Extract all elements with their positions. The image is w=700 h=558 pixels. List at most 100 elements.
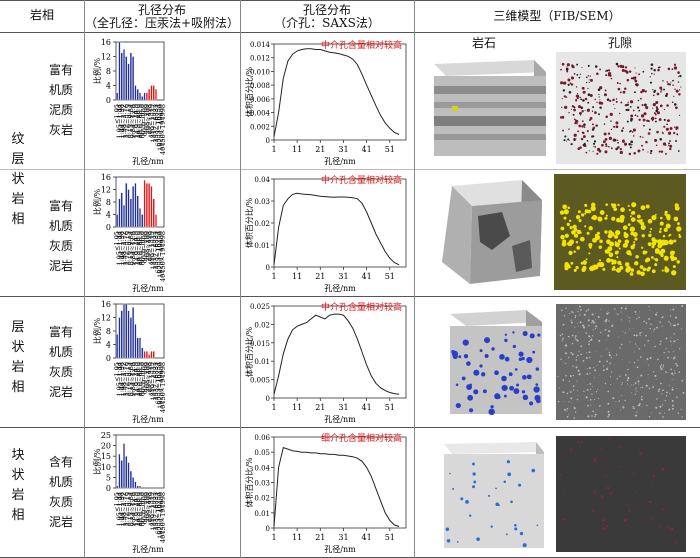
pore-speck <box>636 115 639 117</box>
pore-speck <box>557 376 559 378</box>
bar <box>148 88 151 101</box>
pore-speck <box>572 224 577 229</box>
x-tick-label: <1.05 <box>113 362 121 382</box>
y-tick-label: 25 <box>101 431 111 440</box>
bar <box>141 347 144 359</box>
pore-speck <box>619 91 622 94</box>
pore-speck <box>633 351 635 353</box>
pore-speck <box>654 138 658 142</box>
x-tick-label: 1.44~1.98 <box>118 362 126 396</box>
pore-speck <box>673 63 677 66</box>
pore-speck <box>673 333 675 335</box>
pore-speck <box>617 141 620 144</box>
pore-speck <box>603 93 607 97</box>
pore-speck <box>605 349 607 350</box>
pore-speck <box>580 98 583 101</box>
y-tick-label: 0.03 <box>254 480 270 488</box>
pore-speck <box>651 269 656 274</box>
pore-speck <box>585 310 588 312</box>
y-tick-label: 0.002 <box>250 123 270 131</box>
pore-speck <box>595 350 597 352</box>
pore-speck <box>614 107 616 110</box>
pore-speck <box>670 81 672 83</box>
pore-speck <box>472 485 476 489</box>
pore-speck <box>580 353 582 356</box>
pore-speck <box>607 311 609 313</box>
pore-speck <box>606 368 608 370</box>
pore-speck <box>615 354 618 356</box>
y-tick-label: 0.015 <box>250 340 270 348</box>
x-tick-label: 24.9~40.0 <box>134 362 142 396</box>
pore-speck <box>568 414 570 416</box>
bar <box>139 208 141 228</box>
pore-speck <box>613 103 615 106</box>
pore-speck <box>595 391 598 393</box>
pore-speck <box>584 209 589 214</box>
pore-speck <box>574 326 576 328</box>
pore-speck <box>499 354 505 360</box>
pore-speck <box>537 333 541 337</box>
pore-speck <box>658 230 662 234</box>
pore-speck <box>645 322 648 324</box>
pore-speck <box>648 501 652 504</box>
pore-speck <box>562 89 566 92</box>
pore-speck <box>585 396 588 399</box>
pore-speck <box>666 81 668 83</box>
pore-speck <box>603 123 606 125</box>
pore-speck <box>607 251 611 254</box>
pore-speck <box>569 82 572 85</box>
x-tick-label: 40.0~60.9 <box>136 231 144 265</box>
pore-speck <box>654 89 657 92</box>
pore-speck <box>678 89 681 91</box>
y-axis-label: 体积百分比/% <box>244 66 254 117</box>
pore-speck <box>472 472 476 476</box>
pore-speck <box>641 234 645 238</box>
y-tick-label: 0.06 <box>254 434 270 442</box>
x-tick-label: 6333~16254 <box>154 104 162 147</box>
bar <box>132 186 135 228</box>
column-divider <box>84 0 85 558</box>
pore-speck <box>585 76 588 79</box>
pore-speck <box>473 480 477 484</box>
pore-speck <box>656 378 658 380</box>
pore-speck <box>598 259 602 262</box>
pore-speck <box>579 236 585 242</box>
pore-speck <box>624 399 626 402</box>
pore-speck <box>638 109 641 112</box>
pore-speck <box>627 316 629 317</box>
pore-speck <box>565 307 567 309</box>
pore-speck <box>662 389 664 391</box>
pore-speck <box>615 121 619 125</box>
x-tick-label: 3.76~5.15 <box>125 492 133 526</box>
bar <box>132 307 135 359</box>
pore-speck <box>647 242 652 247</box>
pore-speck <box>638 403 641 405</box>
pore-speck <box>625 109 628 112</box>
bar <box>118 317 121 359</box>
pore-speck <box>634 393 636 396</box>
pore-speck <box>667 526 670 529</box>
x-tick-label: 498~1319 <box>147 362 155 396</box>
pore-speck <box>535 367 540 371</box>
pore-speck <box>451 350 455 354</box>
pore-speck <box>671 388 674 391</box>
x-tick-label: 40.0~60.9 <box>136 492 144 526</box>
pore-speck <box>606 258 612 263</box>
pore-speck <box>577 354 579 357</box>
pore-speck <box>647 218 653 224</box>
pore-speck <box>648 233 652 238</box>
pore-speck <box>678 348 681 350</box>
pore-speck <box>619 65 621 67</box>
pore-speck <box>654 345 656 348</box>
pore-speck <box>649 356 652 359</box>
pore-speck <box>641 90 644 93</box>
x-tick-label: 12.6~24.9 <box>131 104 139 138</box>
x-tick-label: 40.0~60.9 <box>136 104 144 138</box>
header-pore-dist-full-sub: （全孔径：压汞法+吸附法） <box>84 16 240 30</box>
pore-speck <box>626 103 629 107</box>
pore-speck <box>676 133 679 136</box>
pore-speck <box>562 391 565 394</box>
pore-speck <box>664 213 667 216</box>
pore-speck <box>578 325 579 327</box>
pore-speck <box>563 81 567 85</box>
